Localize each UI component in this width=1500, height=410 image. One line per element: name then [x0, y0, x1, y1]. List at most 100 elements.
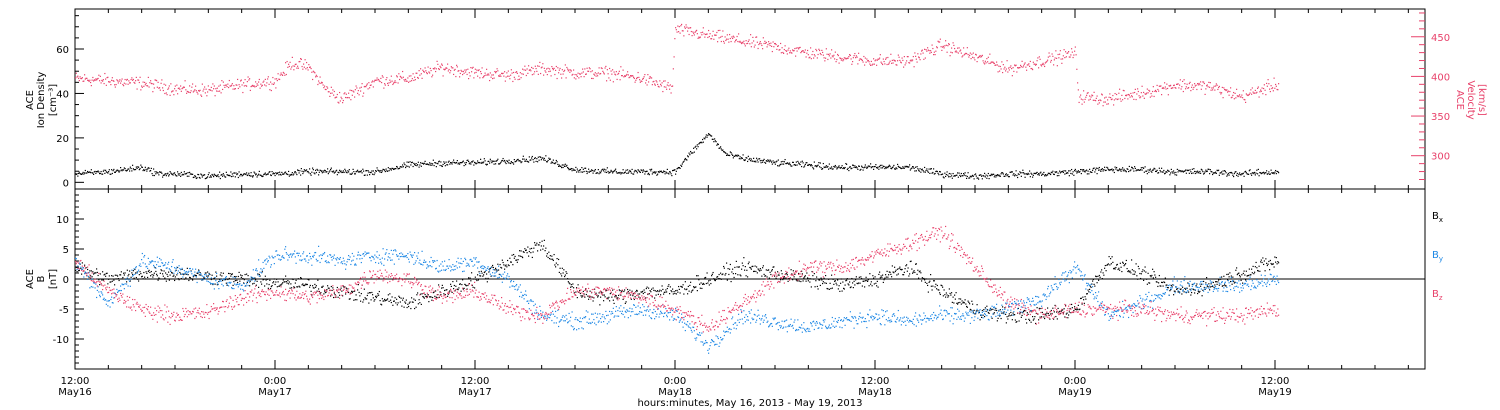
- velocity-point: [936, 47, 938, 49]
- density-point: [403, 162, 405, 164]
- velocity-point: [819, 49, 821, 52]
- bx-point: [348, 298, 350, 300]
- bx-point: [417, 292, 419, 294]
- density-point: [477, 161, 479, 164]
- velocity-point: [170, 83, 172, 85]
- density-point: [975, 173, 977, 175]
- density-point: [1002, 172, 1004, 174]
- velocity-point: [365, 86, 367, 88]
- velocity-point: [852, 57, 854, 59]
- density-point: [890, 167, 892, 169]
- velocity-point: [582, 68, 584, 70]
- density-point: [537, 156, 539, 158]
- bx-point: [366, 294, 368, 297]
- density-point: [879, 166, 881, 168]
- velocity-point: [807, 54, 809, 56]
- velocity-point: [723, 42, 725, 44]
- velocity-point: [987, 56, 989, 58]
- bx-point: [1049, 318, 1051, 320]
- velocity-point: [228, 79, 230, 82]
- density-point: [1000, 173, 1002, 175]
- bx-point: [1183, 291, 1185, 293]
- bx-point: [186, 267, 188, 269]
- bx-point: [963, 302, 965, 304]
- bx-point: [975, 310, 977, 312]
- velocity-point: [615, 71, 617, 73]
- velocity-point: [474, 68, 476, 70]
- bx-point: [1105, 270, 1107, 272]
- bx-point: [897, 268, 899, 270]
- velocity-point: [265, 85, 267, 87]
- velocity-point: [552, 69, 554, 71]
- density-point: [1028, 173, 1030, 175]
- density-point: [1254, 174, 1256, 176]
- bx-point: [696, 275, 698, 277]
- velocity-point: [223, 84, 225, 87]
- bx-point: [275, 281, 277, 283]
- bottom-left-tick-label: -5: [59, 305, 69, 316]
- velocity-point: [529, 68, 531, 71]
- density-point: [582, 171, 584, 173]
- density-point: [204, 178, 206, 180]
- bx-point: [129, 270, 131, 272]
- velocity-point: [1068, 56, 1070, 58]
- bx-point: [254, 277, 256, 279]
- bx-point: [882, 281, 884, 284]
- bx-point: [1074, 306, 1076, 308]
- density-point: [289, 174, 291, 176]
- density-point: [1267, 173, 1269, 175]
- density-point: [564, 163, 566, 165]
- velocity-point: [112, 80, 114, 82]
- velocity-point: [1025, 66, 1027, 68]
- velocity-point: [744, 43, 746, 45]
- velocity-point: [124, 78, 126, 81]
- velocity-point: [1134, 91, 1136, 94]
- density-point: [453, 159, 455, 161]
- bx-point: [946, 294, 948, 296]
- velocity-point: [660, 85, 662, 87]
- bx-point: [692, 289, 694, 291]
- velocity-point: [332, 89, 334, 91]
- bx-point: [513, 257, 515, 259]
- density-point: [1104, 169, 1106, 172]
- bx-point: [441, 287, 443, 289]
- density-point: [1154, 168, 1156, 170]
- velocity-point: [128, 80, 130, 82]
- density-point: [195, 177, 197, 180]
- density-point: [1155, 170, 1157, 173]
- bx-point: [1218, 284, 1220, 286]
- velocity-point: [1153, 95, 1155, 98]
- bx-point: [973, 309, 975, 311]
- density-point: [1042, 173, 1044, 175]
- density-point: [990, 173, 992, 175]
- velocity-point: [374, 79, 376, 81]
- density-point: [1244, 171, 1246, 173]
- density-point: [1278, 172, 1280, 174]
- velocity-point: [969, 54, 971, 56]
- density-point: [246, 174, 248, 177]
- bx-point: [273, 281, 275, 283]
- bx-point: [912, 272, 914, 274]
- density-point: [145, 168, 147, 171]
- velocity-point: [345, 96, 347, 99]
- density-point: [1249, 169, 1251, 171]
- velocity-point: [999, 70, 1001, 72]
- velocity-point: [837, 54, 839, 57]
- density-point: [984, 172, 986, 174]
- density-point: [1065, 170, 1067, 172]
- velocity-point: [801, 50, 803, 53]
- velocity-point: [250, 85, 252, 88]
- density-point: [891, 166, 893, 169]
- velocity-point: [1190, 90, 1192, 92]
- bx-point: [1064, 316, 1066, 318]
- density-point: [240, 173, 242, 176]
- density-point: [592, 172, 594, 174]
- density-point: [206, 177, 208, 179]
- velocity-point: [881, 62, 883, 65]
- bx-point: [909, 260, 911, 263]
- density-point: [709, 134, 711, 136]
- bx-point: [353, 299, 355, 301]
- bx-point: [1015, 321, 1017, 323]
- bx-point: [1138, 268, 1140, 270]
- bx-point: [402, 299, 404, 301]
